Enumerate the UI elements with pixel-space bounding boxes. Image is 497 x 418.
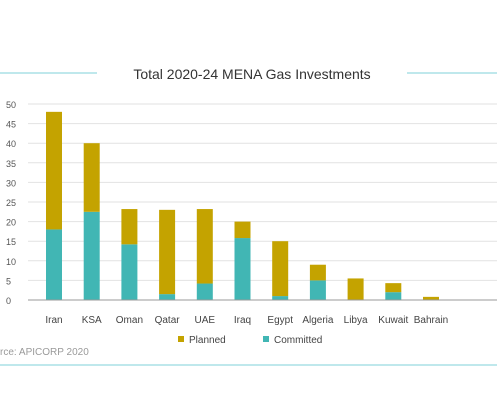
bar-planned-ksa bbox=[83, 143, 100, 212]
bar-committed-iran bbox=[46, 229, 62, 300]
y-tick-label: 5 bbox=[6, 276, 11, 286]
bar-committed-kuwait bbox=[385, 292, 402, 300]
y-tick-label: 20 bbox=[6, 218, 16, 228]
legend-swatch-planned bbox=[178, 336, 184, 342]
bar-planned-iraq bbox=[234, 221, 251, 239]
x-tick-label: KSA bbox=[82, 315, 102, 326]
y-tick-label: 25 bbox=[6, 198, 16, 208]
bar-planned-bahrain bbox=[423, 296, 439, 300]
x-tick-label: Qatar bbox=[155, 315, 181, 326]
bar-planned-uae bbox=[196, 209, 213, 284]
bar-committed-iraq bbox=[234, 238, 251, 300]
bar-committed-oman bbox=[121, 244, 138, 300]
bar-planned-libya bbox=[347, 278, 364, 300]
legend-label-planned: Planned bbox=[189, 335, 226, 346]
y-tick-label: 10 bbox=[6, 257, 16, 267]
y-tick-label: 30 bbox=[6, 178, 16, 188]
y-tick-label: 45 bbox=[6, 120, 16, 130]
x-tick-label: UAE bbox=[195, 315, 216, 326]
x-tick-label: Iraq bbox=[234, 315, 251, 326]
y-tick-label: 35 bbox=[6, 159, 16, 169]
x-tick-label: Kuwait bbox=[378, 315, 408, 326]
bar-planned-oman bbox=[121, 209, 138, 245]
x-tick-label: Libya bbox=[344, 315, 368, 326]
source-note: rce: APICORP 2020 bbox=[0, 347, 89, 358]
bar-planned-kuwait bbox=[385, 283, 402, 293]
y-tick-label: 0 bbox=[6, 296, 11, 306]
gridlines bbox=[28, 103, 497, 281]
x-tick-label: Oman bbox=[116, 315, 143, 326]
bar-planned-qatar bbox=[159, 209, 176, 295]
y-tick-label: 40 bbox=[6, 139, 16, 149]
legend-swatch-committed bbox=[263, 336, 269, 342]
bar-planned-algeria bbox=[309, 264, 326, 281]
x-tick-label: Iran bbox=[45, 315, 62, 326]
y-tick-label: 15 bbox=[6, 237, 16, 247]
bar-committed-algeria bbox=[309, 280, 326, 300]
legend: Planned Committed bbox=[178, 335, 322, 346]
bars bbox=[46, 111, 439, 300]
bar-planned-egypt bbox=[272, 241, 289, 297]
x-tick-label: Algeria bbox=[302, 315, 334, 326]
bar-committed-qatar bbox=[159, 294, 176, 300]
y-axis-ticks: 0 5 10 15 20 25 30 35 40 45 50 bbox=[6, 100, 16, 306]
x-tick-label: Bahrain bbox=[414, 315, 448, 326]
x-tick-label: Egypt bbox=[267, 315, 293, 326]
y-tick-label: 50 bbox=[6, 100, 16, 110]
legend-label-committed: Committed bbox=[274, 335, 322, 346]
x-axis-ticks: Iran KSA Oman Qatar UAE Iraq Egypt Algeria Libya… bbox=[45, 315, 448, 326]
chart-title: Total 2020-24 MENA Gas Investments bbox=[133, 66, 370, 82]
bar-committed-uae bbox=[196, 283, 213, 300]
bar-committed-egypt bbox=[272, 296, 289, 300]
bar-planned-iran bbox=[46, 111, 62, 230]
bar-committed-ksa bbox=[83, 211, 100, 300]
